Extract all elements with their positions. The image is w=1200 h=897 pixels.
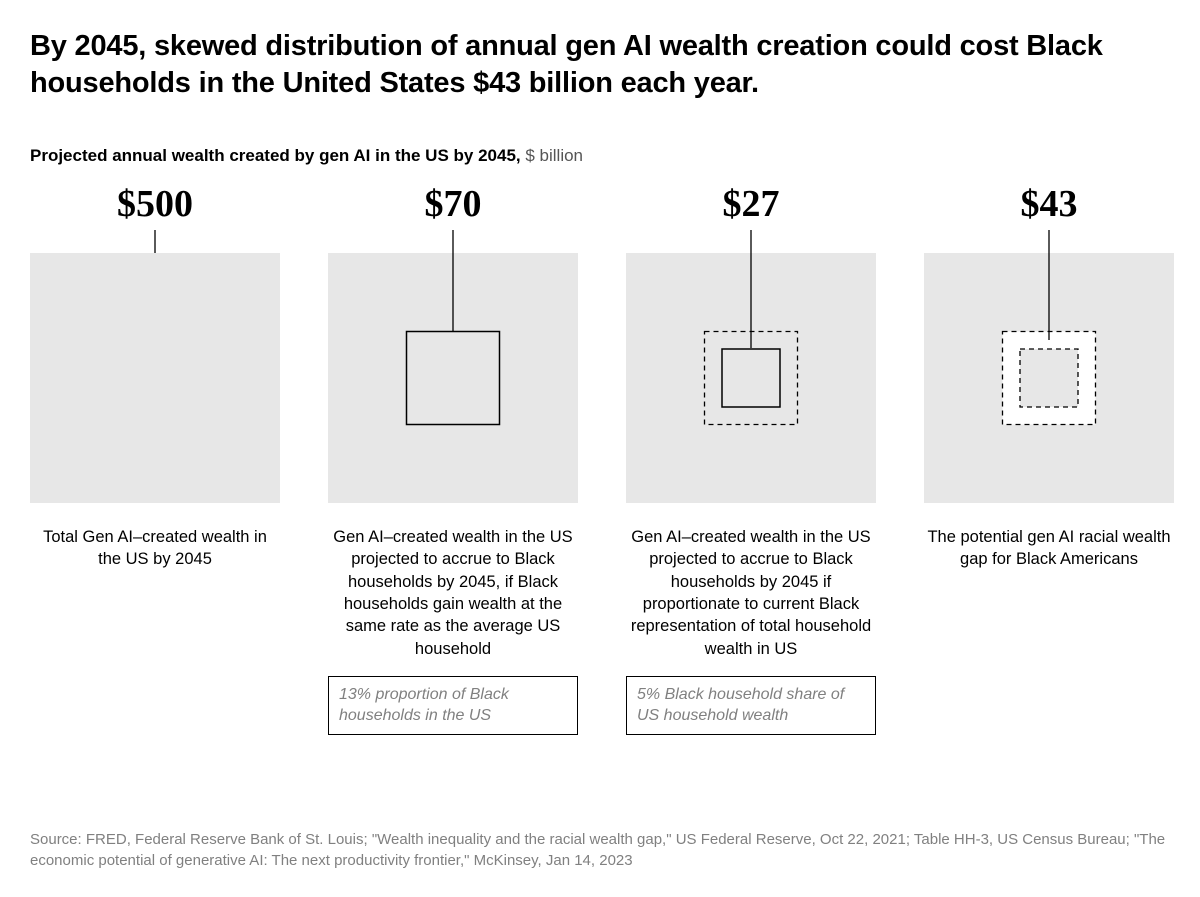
value-label-2: $27 <box>723 182 780 226</box>
subtitle-unit: $ billion <box>521 146 583 165</box>
diagram-1 <box>328 230 578 508</box>
caption-2: Gen AI–created wealth in the US projecte… <box>626 526 876 660</box>
diagram-3 <box>924 230 1174 508</box>
subtitle-bold: Projected annual wealth created by gen A… <box>30 146 521 165</box>
headline: By 2045, skewed distribution of annual g… <box>30 28 1130 102</box>
panel-total: $500 Total Gen AI–created wealth in the … <box>30 182 280 735</box>
value-label-0: $500 <box>117 182 193 226</box>
value-label-1: $70 <box>425 182 482 226</box>
source-line: Source: FRED, Federal Reserve Bank of St… <box>30 829 1170 871</box>
note-2: 5% Black household share of US household… <box>626 676 876 736</box>
subtitle: Projected annual wealth created by gen A… <box>30 146 1170 166</box>
panel-current-share: $27 Gen AI–created wealth in the US proj… <box>626 182 876 735</box>
diagram-0 <box>30 230 280 508</box>
value-label-3: $43 <box>1021 182 1078 226</box>
diagram-2 <box>626 230 876 508</box>
panel-equal-rate: $70 Gen AI–created wealth in the US proj… <box>328 182 578 735</box>
caption-1: Gen AI–created wealth in the US projecte… <box>328 526 578 660</box>
caption-0: Total Gen AI–created wealth in the US by… <box>30 526 280 571</box>
panel-gap: $43 The potential gen AI racial wealth g… <box>924 182 1174 735</box>
note-1: 13% proportion of Black households in th… <box>328 676 578 736</box>
caption-3: The potential gen AI racial wealth gap f… <box>924 526 1174 571</box>
panels-row: $500 Total Gen AI–created wealth in the … <box>30 182 1170 735</box>
